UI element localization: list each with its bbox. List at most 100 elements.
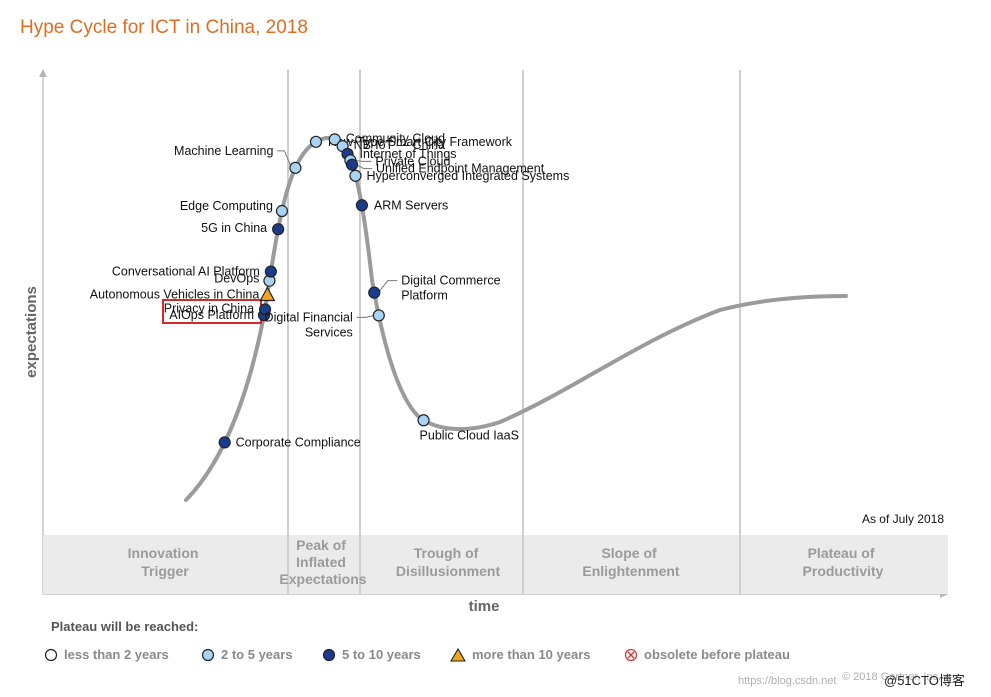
- point-label-line: ARM Servers: [374, 198, 448, 212]
- source-url: https://blog.csdn.net: [738, 675, 836, 687]
- point-label-line: Digital Commerce: [401, 274, 500, 288]
- point-label-arm-servers: ARM Servers: [374, 198, 448, 212]
- leader-line: [355, 164, 373, 170]
- phase-label-line: Disillusionment: [396, 563, 501, 579]
- point-label-line: Community Cloud: [346, 131, 445, 145]
- point-label-unified-endpoint-management: Unified Endpoint Management: [376, 162, 545, 176]
- point-label-autonomous-vehicles-in-china: Autonomous Vehicles in China: [90, 288, 260, 302]
- point-label-digital-commerce-platform: Digital Commerce Platform: [401, 274, 500, 303]
- point-label-corporate-compliance: Corporate Compliance: [236, 435, 361, 449]
- point-label-line: Corporate Compliance: [236, 435, 361, 449]
- point-label-hyperconverged-integrated-systems: Hyperconverged Integrated Systems: [366, 169, 569, 183]
- point-marker-machine-learning: [289, 161, 302, 174]
- point-marker-autonomous-vehicles-in-china: [259, 286, 276, 302]
- phase-label-line: Enlightenment: [582, 563, 680, 579]
- point-label-internet-of-things: Internet of Things: [360, 147, 457, 161]
- y-axis-arrow-icon: [39, 69, 47, 77]
- point-label-new-type-smart-city-framework: New-Type Smart City Framework: [328, 135, 513, 149]
- phase-label-plateau: Plateau of Productivity: [803, 545, 884, 579]
- point-marker-corporate-compliance: [218, 436, 231, 449]
- point-label-line: Privacy in China: [164, 301, 254, 315]
- point-label-line: Digital Financial: [265, 310, 353, 324]
- point-label-line: Hyperconverged Integrated Systems: [366, 169, 569, 183]
- point-marker-conversational-ai-platform: [264, 265, 277, 278]
- phase-label-trough: Trough of Disillusionment: [396, 545, 501, 579]
- point-label-line: 5G in China: [201, 221, 267, 235]
- point-label-community-cloud: Community Cloud: [346, 131, 445, 145]
- x-axis-label: time: [469, 598, 500, 615]
- phase-dividers: [287, 70, 741, 594]
- point-label-line: Edge Computing: [180, 199, 273, 213]
- point-label-devops: DevOps: [214, 272, 259, 286]
- leader-line: [377, 280, 398, 293]
- phase-label-line: Innovation: [128, 545, 199, 561]
- phase-label-line: Expectations: [279, 571, 366, 587]
- legend-label-2to5: 2 to 5 years: [221, 647, 293, 662]
- point-label-machine-learning: Machine Learning: [174, 144, 273, 158]
- phase-label-line: Slope of: [601, 545, 657, 561]
- phase-label-line: Trigger: [141, 563, 189, 579]
- legend: Plateau will be reached: less than 2 yea…: [44, 619, 790, 662]
- point-label-line: New-Type Smart City Framework: [328, 135, 513, 149]
- point-label-5g-in-china: 5G in China: [201, 221, 267, 235]
- phase-band: [43, 535, 948, 594]
- point-label-conversational-ai-platform: Conversational AI Platform: [112, 265, 260, 279]
- point-label-nb-iot-china: NB-IoT — China: [354, 138, 446, 152]
- point-label-private-cloud: Private Cloud: [375, 154, 450, 168]
- point-marker-public-cloud-iaas: [417, 414, 430, 427]
- point-label-edge-computing: Edge Computing: [180, 199, 273, 213]
- point-label-aiops-platform: AIOps Platform: [169, 308, 254, 322]
- point-label-digital-financial-services: Digital Financial Services: [265, 310, 353, 339]
- phase-label-innovation-trigger: Innovation Trigger: [128, 545, 203, 579]
- legend-label-obsolete: obsolete before plateau: [644, 647, 790, 662]
- legend-label-lt2: less than 2 years: [64, 647, 169, 662]
- point-marker-community-cloud: [328, 133, 341, 146]
- phase-label-line: Inflated: [296, 554, 346, 570]
- copyright: © 2018 Gartner, Inc.: [842, 671, 941, 683]
- legend-label-5to10: 5 to 10 years: [342, 647, 421, 662]
- point-marker-digital-financial-services: [372, 309, 385, 322]
- legend-marker-lt2-icon: [44, 648, 58, 662]
- point-label-line: Autonomous Vehicles in China: [90, 288, 260, 302]
- point-label-line: Conversational AI Platform: [112, 265, 260, 279]
- point-marker-privacy-in-china: [258, 303, 272, 316]
- point-label-line: NB-IoT — China: [354, 138, 446, 152]
- point-marker-digital-commerce-platform: [368, 286, 381, 299]
- legend-label-gt10: more than 10 years: [472, 647, 591, 662]
- phase-label-peak: Peak of Inflated Expectations: [279, 537, 366, 587]
- obsolete-cross: [627, 651, 635, 659]
- innovation-points: Corporate Compliance AIOps PlatformPrivac…: [90, 131, 570, 449]
- leader-line: [356, 314, 375, 318]
- point-marker-5g-in-china: [272, 223, 285, 236]
- point-marker-new-type-smart-city-framework: [309, 135, 323, 148]
- leader-line: [354, 159, 372, 162]
- point-label-line: Unified Endpoint Management: [376, 162, 545, 176]
- point-label-line: Platform: [401, 289, 448, 303]
- legend-marker-2to5-icon: [201, 648, 215, 662]
- point-marker-edge-computing: [275, 204, 289, 218]
- point-marker-arm-servers: [355, 199, 369, 212]
- point-label-line: AIOps Platform: [169, 308, 254, 322]
- point-marker-hyperconverged-integrated-systems: [349, 169, 362, 182]
- point-label-line: Private Cloud: [375, 154, 450, 168]
- legend-marker-5to10-icon: [322, 648, 336, 662]
- phase-label-slope: Slope of Enlightenment: [582, 545, 680, 579]
- phase-label-line: Trough of: [414, 545, 479, 561]
- phase-label-line: Plateau of: [808, 545, 875, 561]
- phase-label-line: Productivity: [803, 563, 884, 579]
- legend-marker-obsolete-icon: [624, 648, 638, 662]
- point-label-line: Public Cloud IaaS: [420, 428, 519, 442]
- legend-title: Plateau will be reached:: [51, 619, 198, 634]
- point-label-privacy-in-china: Privacy in China: [164, 301, 254, 315]
- legend-marker-gt10-icon: [450, 647, 466, 662]
- chart-title: Hype Cycle for ICT in China, 2018: [20, 17, 308, 38]
- phase-labels: Innovation Trigger Peak of Inflated Expe…: [128, 537, 884, 587]
- point-label-public-cloud-iaas: Public Cloud IaaS: [420, 428, 519, 442]
- point-label-line: DevOps: [214, 272, 259, 286]
- as-of-date: As of July 2018: [862, 512, 944, 526]
- phase-label-line: Peak of: [296, 537, 346, 553]
- point-label-line: Machine Learning: [174, 144, 273, 158]
- leader-line: [277, 150, 292, 169]
- point-marker-unified-endpoint-management: [345, 158, 359, 171]
